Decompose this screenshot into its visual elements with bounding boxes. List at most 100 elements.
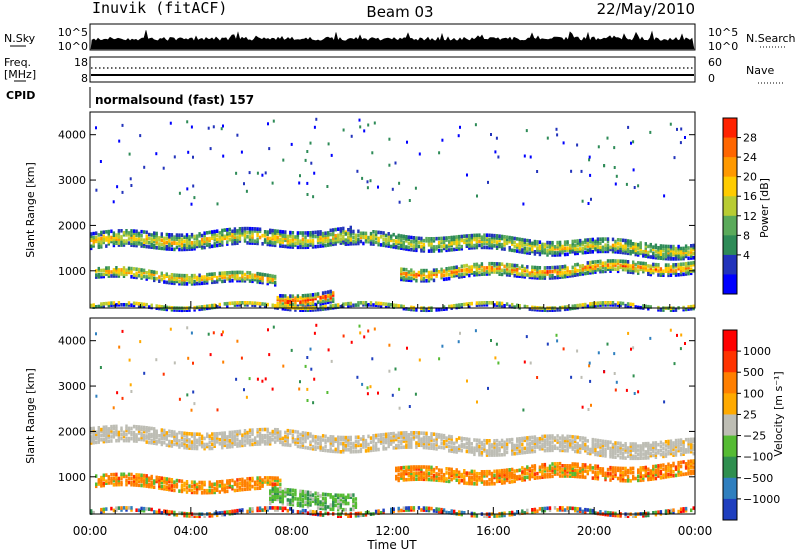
velocity-cell	[476, 443, 478, 447]
power-cell	[292, 294, 294, 298]
power-cell	[307, 193, 309, 196]
velocity-cell	[146, 434, 148, 438]
power-cell	[120, 303, 122, 307]
velocity-cell	[350, 442, 352, 446]
velocity-cell	[322, 446, 324, 450]
power-cbar-segment	[723, 157, 737, 177]
power-cell	[549, 241, 551, 245]
power-cell	[292, 231, 294, 235]
velocity-cell	[244, 439, 246, 443]
velocity-cell	[115, 506, 117, 510]
power-cell	[582, 303, 584, 307]
power-cell	[584, 303, 586, 307]
velocity-cell	[420, 465, 422, 469]
power-cell	[453, 266, 455, 270]
power-cell	[561, 245, 563, 249]
power-cell	[209, 277, 211, 281]
power-cell	[433, 237, 435, 241]
power-cell	[645, 262, 647, 266]
power-cell	[299, 174, 301, 177]
velocity-cell	[219, 442, 221, 446]
power-cell	[509, 269, 511, 273]
velocity-cell	[226, 479, 228, 483]
cpid-label: CPID	[6, 89, 35, 102]
velocity-cell	[251, 485, 253, 489]
power-cell	[350, 242, 352, 246]
velocity-cell	[110, 473, 112, 477]
power-cell	[511, 263, 513, 267]
power-cell	[324, 244, 326, 248]
power-cell	[463, 239, 465, 243]
velocity-cell	[362, 435, 364, 439]
velocity-cell	[302, 504, 304, 508]
power-cell	[418, 241, 420, 245]
power-cell	[496, 137, 498, 140]
velocity-cell	[188, 444, 190, 448]
power-cell	[677, 263, 679, 267]
power-cell	[599, 246, 601, 250]
power-cell	[486, 301, 488, 305]
velocity-cell	[433, 474, 435, 478]
velocity-cell	[229, 439, 231, 443]
power-cell	[100, 231, 102, 235]
power-cell	[453, 248, 455, 252]
velocity-cell	[448, 449, 450, 453]
power-cell	[516, 268, 518, 272]
power-cell	[607, 301, 609, 305]
power-cell	[187, 151, 189, 154]
power-cell	[377, 231, 379, 235]
velocity-cell	[481, 441, 483, 445]
velocity-cell	[463, 475, 465, 479]
power-cell	[672, 245, 674, 249]
power-cell	[377, 186, 379, 189]
velocity-cell	[453, 442, 455, 446]
velocity-cell	[224, 484, 226, 488]
power-cell	[327, 290, 329, 294]
velocity-cell	[302, 490, 304, 494]
power-cell	[380, 243, 382, 247]
power-cell	[192, 185, 194, 188]
power-cell	[491, 262, 493, 266]
velocity-cell	[239, 509, 241, 513]
velocity-cell	[521, 443, 523, 447]
power-cell	[594, 260, 596, 264]
velocity-cell	[249, 439, 251, 443]
velocity-cell	[146, 426, 148, 430]
power-cell	[675, 247, 677, 251]
velocity-cell	[282, 507, 284, 511]
velocity-cell	[304, 509, 306, 513]
velocity-cell	[468, 476, 470, 480]
nsky-series	[91, 30, 694, 49]
power-cell	[229, 275, 231, 279]
velocity-cell	[324, 505, 326, 509]
power-cell	[133, 267, 135, 271]
power-cell	[277, 230, 279, 234]
power-cell	[597, 301, 599, 305]
power-cell	[554, 276, 556, 280]
velocity-cell	[307, 491, 309, 495]
power-cell	[377, 302, 379, 306]
velocity-cell	[277, 476, 279, 480]
power-cell	[390, 235, 392, 239]
power-cell	[208, 127, 210, 130]
power-cbar-label: Power [dB]	[758, 178, 771, 238]
velocity-cell	[120, 427, 122, 431]
power-cell	[206, 237, 208, 241]
power-cell	[309, 239, 311, 243]
power-cell	[214, 242, 216, 246]
velocity-cell	[488, 478, 490, 482]
power-cell	[405, 272, 407, 276]
nsky-line	[91, 30, 694, 49]
velocity-cell	[100, 434, 102, 438]
velocity-cell	[135, 473, 137, 477]
velocity-cell	[178, 431, 180, 435]
velocity-cell	[526, 446, 528, 450]
power-cell	[598, 145, 600, 148]
power-cell	[655, 254, 657, 258]
velocity-cell	[239, 478, 241, 482]
power-cell	[398, 246, 400, 250]
velocity-cell	[498, 441, 500, 445]
power-cell	[357, 301, 359, 305]
velocity-cell	[312, 445, 314, 449]
velocity-cell	[219, 484, 221, 488]
